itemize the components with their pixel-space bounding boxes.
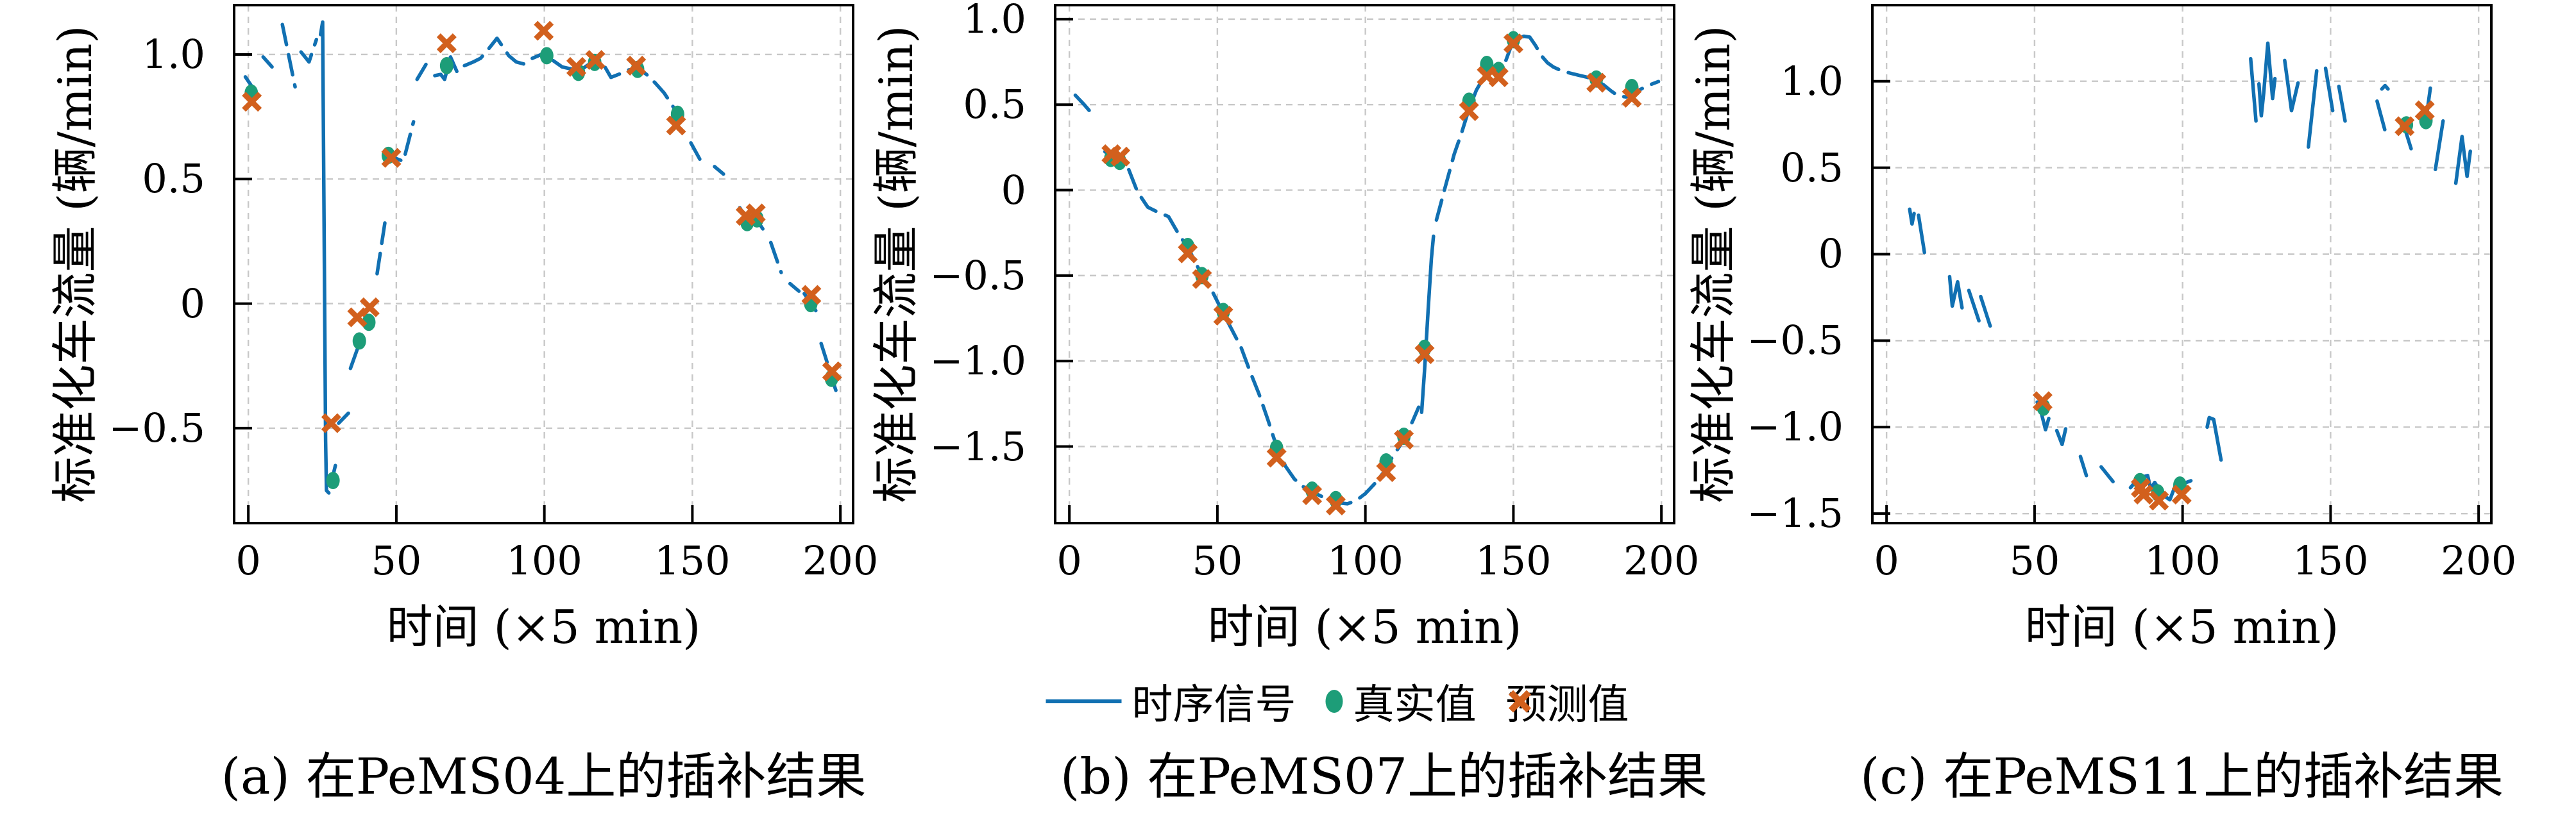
true-value-dot-icon	[1325, 690, 1343, 713]
legend: 时序信号 真实值 预测值	[1046, 672, 1629, 731]
legend-item-pred: 预测值	[1506, 672, 1629, 731]
legend-item-true: 真实值	[1325, 672, 1477, 731]
legend-item-signal: 时序信号	[1046, 672, 1296, 731]
legend-label-signal: 时序信号	[1131, 681, 1296, 729]
panel-b-x-axis-label: 时间 (×5 min)	[1207, 600, 1522, 654]
signal-line-icon	[1046, 699, 1122, 703]
predicted-value-cross-icon	[1508, 690, 1532, 713]
panel-c-caption: (c) 在PeMS11上的插补结果	[1860, 748, 2504, 806]
panel-c-plot	[1871, 4, 2493, 524]
legend-label-true: 真实值	[1353, 681, 1477, 729]
panel-a-caption: (a) 在PeMS04上的插补结果	[221, 748, 867, 806]
panel-b-caption: (b) 在PeMS07上的插补结果	[1060, 748, 1708, 806]
panel-a-plot	[233, 4, 854, 524]
panel-a-x-axis-label: 时间 (×5 min)	[386, 600, 701, 654]
panel-c-x-axis-label: 时间 (×5 min)	[2024, 600, 2339, 654]
panel-b-plot	[1054, 4, 1675, 524]
